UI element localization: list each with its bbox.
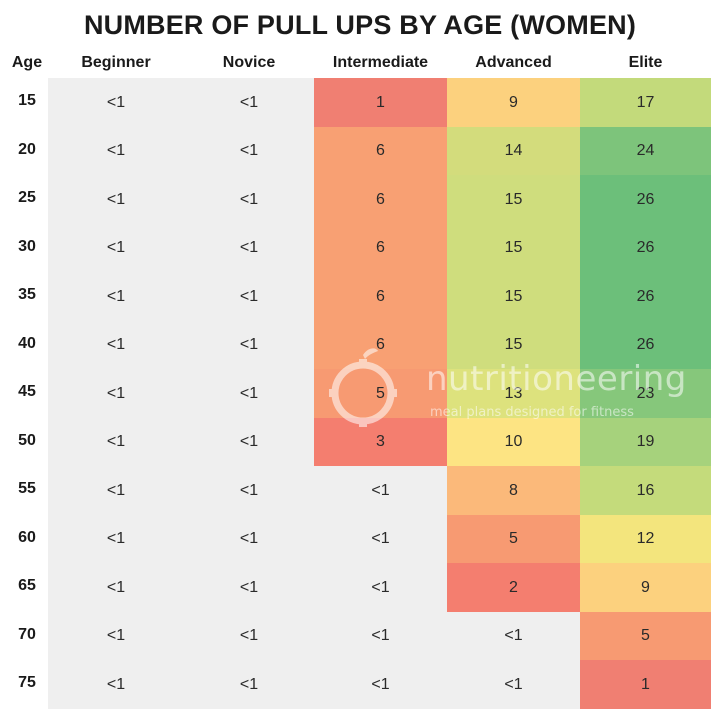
table-cell: 5 [314,369,447,418]
table-cell: <1 [48,320,184,370]
table-cell: 15 [447,320,580,370]
table-cell: <1 [48,369,184,418]
age-label: 50 [18,431,36,449]
table-cell: <1 [184,223,314,273]
table-cell: <1 [48,611,184,661]
table-cell: 8 [447,466,580,515]
age-label: 75 [18,674,36,691]
table-cell: 12 [580,514,711,564]
table-cell: 10 [447,417,580,467]
table-cell: <1 [48,78,184,127]
table-cell: 9 [447,78,580,127]
table-cell: <1 [184,417,314,467]
age-label: 45 [18,383,36,400]
table-cell: <1 [48,126,184,176]
age-label: 20 [18,140,36,158]
table-cell: 3 [314,417,447,467]
table-cell: <1 [184,563,314,612]
table-cell: 6 [314,175,447,224]
table-cell: <1 [48,514,184,564]
table-cell: 6 [314,272,447,321]
age-label: 35 [18,286,36,303]
table-cell: <1 [314,514,447,564]
age-label: 15 [18,92,36,109]
column-header-intermediate: Intermediate [332,54,429,71]
table-cell: <1 [48,466,184,515]
table-cell: 23 [580,369,711,418]
table-cell: 14 [447,126,580,176]
age-label: 25 [18,189,36,206]
table-cell: 15 [447,223,580,273]
table-cell: 9 [580,563,711,612]
table-cell: 15 [447,175,580,224]
table-cell: 1 [314,78,447,127]
table-cell: <1 [48,175,184,224]
age-label: 60 [18,528,36,546]
table-cell: <1 [447,660,580,709]
table-cell: <1 [184,514,314,564]
column-header-advanced: Advanced [475,54,552,71]
table-cell: 26 [580,223,711,273]
table-cell: 17 [580,78,711,127]
table-cell: 19 [580,417,711,467]
table-cell: 5 [580,611,711,661]
age-label: 65 [18,577,36,594]
table-cell: <1 [314,563,447,612]
table-cell: <1 [184,126,314,176]
table-cell: <1 [314,660,447,709]
table-cell: <1 [48,417,184,467]
table-cell: 26 [580,175,711,224]
table-cell: <1 [184,272,314,321]
age-label: 70 [18,625,36,643]
table-cell: 5 [447,514,580,564]
table-cell: 15 [447,272,580,321]
column-header-beginner: Beginner [81,54,151,71]
table-cell: 2 [447,563,580,612]
table-cell: 6 [314,320,447,370]
table-cell: <1 [184,660,314,709]
table-cell: 16 [580,466,711,515]
table-cell: 26 [580,320,711,370]
table-cell: <1 [447,611,580,661]
table-cell: <1 [184,320,314,370]
table-cell: <1 [314,466,447,515]
table-cell: 6 [314,223,447,273]
table-cell: <1 [314,611,447,661]
table-cell: <1 [48,272,184,321]
table-cell: 13 [447,369,580,418]
chart-title: NUMBER OF PULL UPS BY AGE (WOMEN) [83,10,637,40]
table-cell: <1 [184,611,314,661]
table-cell: 1 [580,660,711,709]
table-cell: <1 [184,466,314,515]
table-cell: <1 [184,78,314,127]
table-cell: 6 [314,126,447,176]
age-label: 40 [18,334,36,352]
table-cell: <1 [184,175,314,224]
table-cell: 24 [580,126,711,176]
table-cell: <1 [184,369,314,418]
table-cell: <1 [48,563,184,612]
column-header-novice: Novice [222,54,276,71]
age-column-header: Age [11,54,43,71]
age-label: 30 [18,237,36,255]
column-header-elite: Elite [628,54,663,71]
age-label: 55 [18,480,36,497]
table-cell: <1 [48,223,184,273]
table-cell: <1 [48,660,184,709]
table-cell: 26 [580,272,711,321]
